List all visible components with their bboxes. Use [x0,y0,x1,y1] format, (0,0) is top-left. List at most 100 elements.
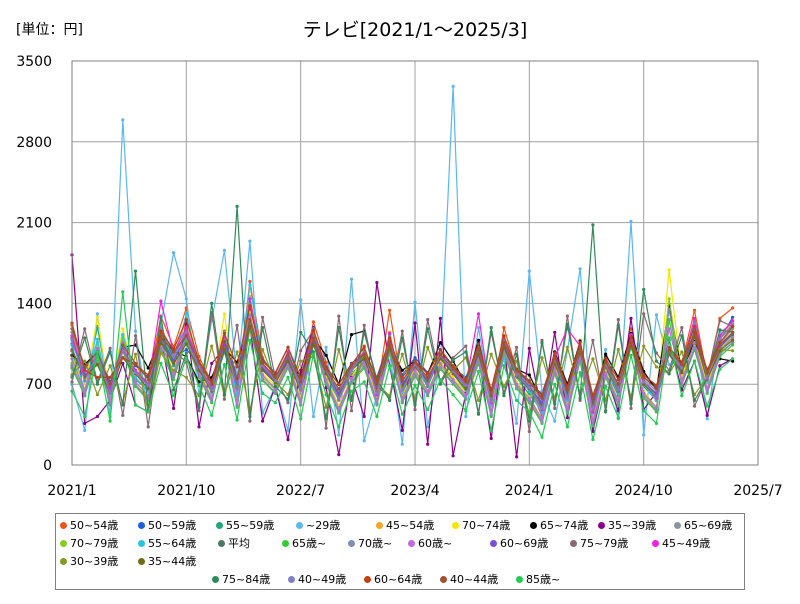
data-point [121,356,125,360]
data-point [184,348,188,352]
legend-item: 70歳~ [348,536,392,552]
data-point [515,373,519,377]
legend-label: 60~69歳 [500,537,549,550]
legend-marker [530,521,537,529]
data-point [121,118,125,122]
data-point [426,389,430,393]
data-point [324,367,328,371]
data-point [222,312,226,316]
data-point [248,318,252,322]
data-point [286,428,290,432]
x-tick-label: 2024/10 [615,483,673,499]
legend-label: 70~79歳 [70,537,119,550]
data-point [731,349,735,353]
data-point [197,365,201,369]
data-point [95,393,99,397]
data-point [235,404,239,408]
data-point [159,329,163,333]
data-point [515,345,519,349]
legend-label: 45~54歳 [386,519,435,532]
data-point [591,408,595,412]
data-point [489,352,493,356]
legend-marker [60,539,67,547]
data-point [731,324,735,329]
data-point [451,84,455,88]
y-tick-label: 3500 [16,54,52,70]
data-point [248,313,252,317]
data-point [248,304,252,308]
legend-marker [218,539,225,547]
data-point [222,348,226,352]
legend-item: 65歳~ [282,536,326,552]
data-point [159,351,163,355]
data-point [591,223,595,227]
legend-marker [364,575,371,583]
data-point [464,350,468,354]
legend-marker [138,557,145,565]
data-point [489,326,493,330]
data-point [565,314,570,318]
data-point [527,429,531,434]
data-point [146,378,150,382]
data-point [527,373,531,377]
data-point [235,323,239,327]
data-point [337,387,341,391]
data-point [553,406,557,410]
data-point [324,417,328,421]
legend-item: 35~39歳 [598,518,656,534]
data-point [705,371,709,375]
data-point [210,344,214,348]
legend-item: 70~79歳 [60,536,118,552]
data-point [540,420,544,424]
data-point [527,419,531,423]
chart-title: テレビ[2021/1～2025/3] [303,19,528,41]
data-point [680,326,684,330]
data-point [731,341,735,345]
data-point [95,312,99,316]
data-point [108,346,112,350]
data-point [654,387,659,391]
data-point [299,402,303,406]
legend-marker [212,575,219,583]
data-point [705,404,709,408]
data-point [718,349,722,353]
data-point [553,330,557,334]
data-point [451,367,455,371]
data-point [133,352,138,356]
data-point [133,403,138,407]
data-point [362,414,366,419]
data-point [489,399,493,404]
data-point [426,408,430,412]
data-point [261,361,265,365]
data-point [146,425,150,429]
data-point [629,341,633,345]
data-point [261,419,265,423]
legend-label: 55~59歳 [226,519,275,532]
data-point [616,388,620,392]
data-point [629,402,633,406]
data-point [438,378,442,382]
data-point [172,394,176,398]
legend-label: 30~39歳 [70,555,119,568]
data-point [489,413,493,417]
data-point [654,313,659,317]
data-point [705,390,709,394]
data-point [667,348,671,352]
data-point [121,343,125,347]
legend-marker [490,539,497,547]
data-point [121,290,125,294]
data-point [172,371,176,375]
data-point [464,387,468,391]
data-point [388,398,392,402]
legend-label: 65歳~ [292,537,327,550]
legend-label: 平均 [228,537,250,550]
data-point [464,380,468,384]
data-point [108,398,112,402]
data-point [476,342,481,346]
data-point [642,375,646,379]
data-point [222,397,226,401]
data-point [95,363,99,367]
data-point [83,389,87,393]
data-point [680,363,684,367]
